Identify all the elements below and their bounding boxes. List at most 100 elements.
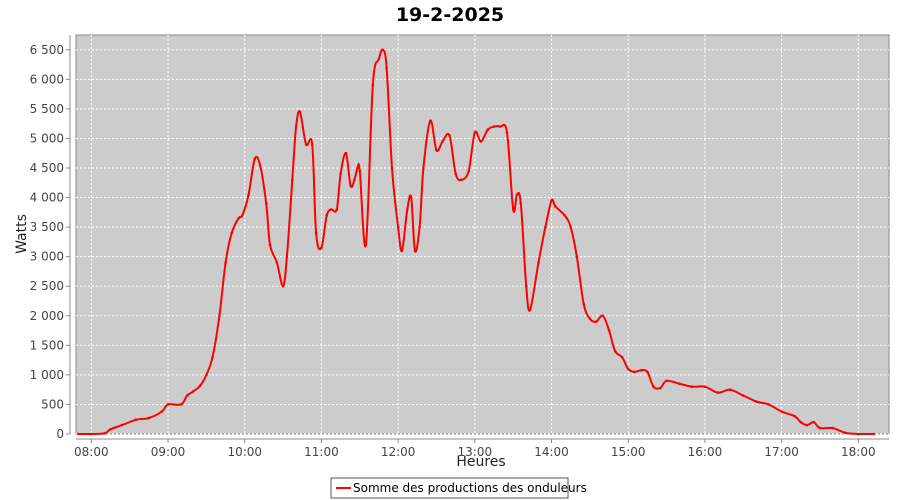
data-point <box>381 48 385 52</box>
data-point <box>160 410 164 413</box>
x-tick-label: 09:00 <box>151 445 186 459</box>
data-point <box>515 193 519 196</box>
data-point <box>409 196 413 199</box>
data-point <box>613 349 617 353</box>
data-point <box>192 390 195 393</box>
data-point <box>831 426 835 430</box>
data-point <box>325 214 329 217</box>
data-point <box>805 423 809 427</box>
data-point <box>588 317 592 321</box>
y-tick-label: 3 000 <box>30 250 64 264</box>
x-tick-label: 08:00 <box>74 445 109 459</box>
data-point <box>818 426 822 430</box>
y-tick-label: 6 000 <box>30 72 64 86</box>
data-point <box>294 125 298 128</box>
data-point <box>77 432 80 436</box>
legend: Somme des productions des onduleurs <box>330 477 587 499</box>
data-point <box>460 178 464 182</box>
data-point <box>330 208 333 211</box>
data-point <box>524 284 528 288</box>
data-point <box>320 246 323 250</box>
data-point <box>349 184 352 187</box>
data-point <box>665 379 668 383</box>
legend-label: Somme des productions des onduleurs <box>353 481 587 495</box>
data-point <box>218 314 221 318</box>
y-tick-label: 3 500 <box>30 220 64 234</box>
plot-area <box>75 34 890 435</box>
data-point <box>690 385 694 389</box>
data-point <box>454 172 458 176</box>
data-point <box>291 178 294 182</box>
data-point <box>371 83 375 87</box>
data-point <box>422 166 425 170</box>
data-point <box>406 208 409 211</box>
data-point <box>467 169 471 173</box>
data-point <box>582 302 585 306</box>
data-point <box>390 166 394 170</box>
x-axis: 08:00 09:00 10:00 11:00 12:00 13:00 14:00 15:00… <box>74 438 889 459</box>
data-point <box>230 231 233 235</box>
data-point <box>755 400 758 403</box>
data-point <box>767 403 770 406</box>
data-point <box>716 391 720 394</box>
data-point <box>310 143 314 146</box>
data-point <box>179 403 183 406</box>
data-point <box>703 385 707 389</box>
data-point <box>812 420 816 424</box>
data-point <box>537 261 540 264</box>
data-point <box>400 249 404 253</box>
data-point <box>356 166 359 170</box>
y-tick-label: 2 500 <box>30 279 64 293</box>
data-point <box>339 172 342 176</box>
data-point <box>281 284 285 288</box>
data-point <box>441 140 444 143</box>
data-point <box>253 157 256 161</box>
y-axis-label: Watts <box>14 214 30 254</box>
data-point <box>166 403 170 406</box>
data-point <box>780 410 783 413</box>
y-tick-label: 0 <box>56 427 64 441</box>
x-tick-label: 11:00 <box>304 445 339 459</box>
data-point <box>314 231 318 235</box>
data-point <box>492 125 496 128</box>
data-point <box>241 214 244 217</box>
data-point <box>358 169 362 173</box>
x-tick-label: 14:00 <box>534 445 569 459</box>
y-tick-label: 6 500 <box>30 43 64 57</box>
legend-box <box>330 477 569 499</box>
data-point <box>607 329 611 332</box>
data-point <box>205 373 208 377</box>
data-point <box>528 308 532 312</box>
y-tick-label: 1 500 <box>30 338 64 352</box>
data-point <box>486 128 490 131</box>
data-point <box>633 370 636 374</box>
series-layer <box>77 48 875 436</box>
data-point <box>646 370 649 374</box>
data-point <box>304 143 308 146</box>
y-tick-label: 5 500 <box>30 102 64 116</box>
data-point <box>335 208 339 211</box>
data-point <box>258 163 262 167</box>
data-point <box>418 225 421 229</box>
y-tick-label: 1 000 <box>30 368 64 382</box>
y-tick-label: 500 <box>41 397 64 411</box>
data-point <box>626 367 630 371</box>
data-point <box>224 261 227 264</box>
data-point <box>678 382 681 386</box>
data-point <box>134 418 138 422</box>
x-tick-label: 18:00 <box>841 445 876 459</box>
data-point <box>857 432 860 436</box>
data-point <box>659 386 662 390</box>
y-tick-label: 4 000 <box>30 191 64 205</box>
data-point <box>120 423 124 427</box>
data-point <box>550 199 553 202</box>
data-point <box>652 385 655 389</box>
data-point <box>742 394 745 397</box>
data-point <box>505 131 509 134</box>
data-point <box>601 314 605 318</box>
data-point <box>109 428 112 431</box>
data-point <box>353 178 356 182</box>
data-point <box>872 432 875 436</box>
data-point <box>199 384 202 387</box>
